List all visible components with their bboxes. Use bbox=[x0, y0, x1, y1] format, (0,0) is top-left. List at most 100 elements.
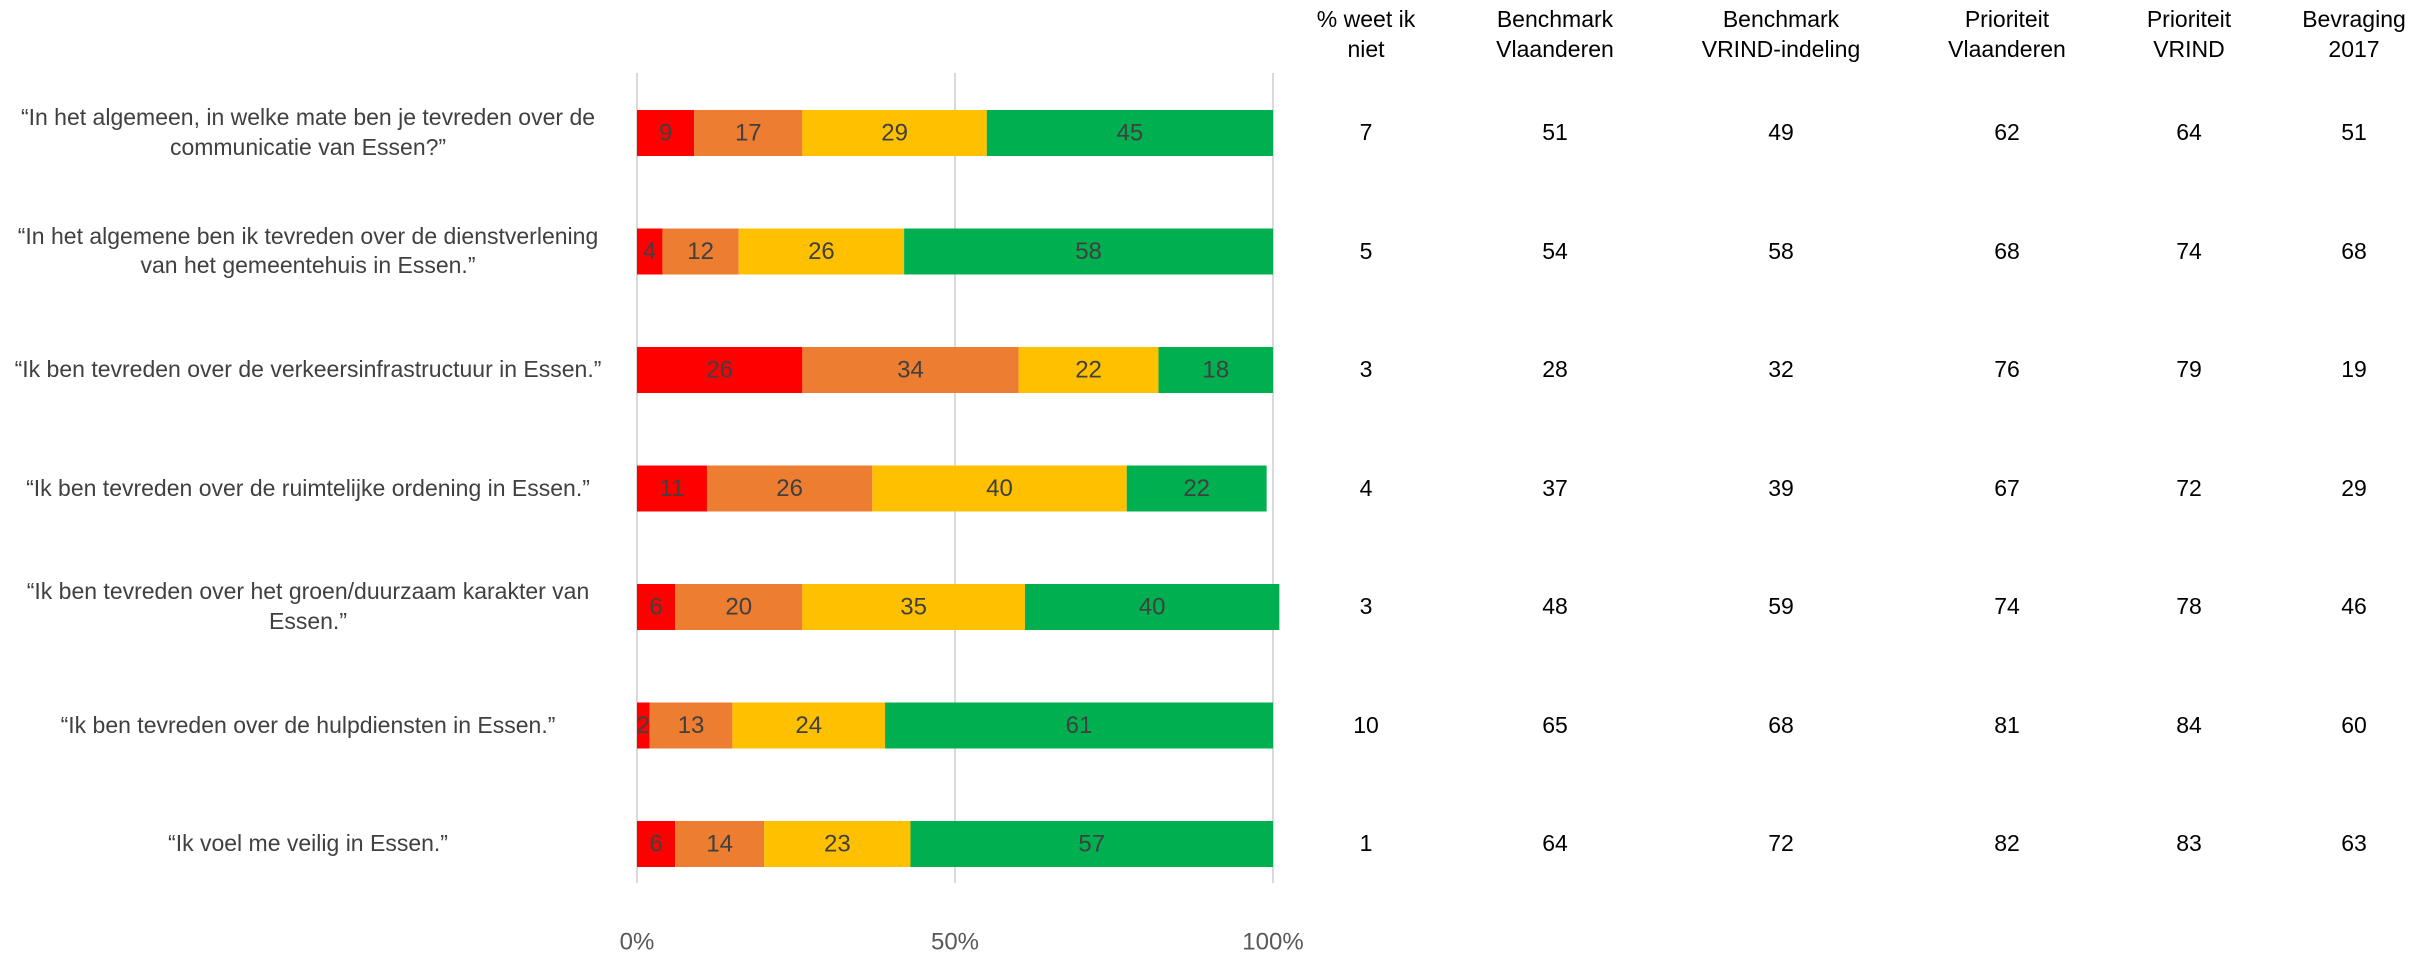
bar-segment bbox=[675, 584, 803, 630]
bar-segment bbox=[637, 465, 707, 512]
data-label: 18 bbox=[1202, 356, 1229, 383]
data-label: 26 bbox=[776, 475, 803, 502]
column-header: Bevraging 2017 bbox=[2302, 6, 2406, 62]
data-label: 9 bbox=[659, 119, 672, 146]
table-cell: 76 bbox=[1994, 356, 2020, 383]
x-tick-label: 50% bbox=[931, 928, 979, 955]
bar-segment bbox=[986, 110, 1273, 156]
table-cell: 32 bbox=[1768, 356, 1794, 383]
column-header: % weet ik niet bbox=[1316, 6, 1416, 62]
table-cell: 64 bbox=[1542, 830, 1568, 857]
bar-segment bbox=[802, 347, 1019, 393]
table-cell: 46 bbox=[2341, 593, 2367, 620]
bar-segment bbox=[910, 821, 1273, 867]
table-cell: 59 bbox=[1768, 593, 1794, 620]
category-label: “In het algemeen, in welke mate ben je t… bbox=[20, 104, 596, 160]
bar-segment bbox=[764, 821, 911, 867]
bar-segment bbox=[637, 347, 803, 393]
table-cell: 60 bbox=[2341, 711, 2367, 738]
bar-segment bbox=[802, 584, 1025, 630]
table-cell: 65 bbox=[1542, 711, 1568, 738]
category-label: “Ik voel me veilig in Essen.” bbox=[168, 830, 448, 857]
data-label: 13 bbox=[678, 712, 705, 739]
data-label: 6 bbox=[649, 593, 662, 620]
table-cell: 68 bbox=[2341, 237, 2367, 264]
bar-segment bbox=[885, 702, 1273, 749]
table-cell: 10 bbox=[1353, 711, 1379, 738]
data-label: 22 bbox=[1183, 475, 1210, 502]
bar-segment bbox=[662, 228, 739, 275]
table-cell: 7 bbox=[1359, 119, 1373, 146]
table-cell: 78 bbox=[2176, 593, 2202, 620]
data-label: 34 bbox=[897, 356, 924, 383]
table-cell: 64 bbox=[2176, 119, 2202, 146]
bar-segment bbox=[649, 702, 733, 749]
table-cell: 84 bbox=[2176, 711, 2202, 738]
bar-segment bbox=[802, 110, 987, 156]
bar-segment bbox=[706, 465, 873, 512]
data-label: 58 bbox=[1075, 238, 1102, 265]
column-header: Prioriteit VRIND bbox=[2146, 6, 2232, 62]
table-cell: 68 bbox=[1768, 711, 1794, 738]
table-cell: 29 bbox=[2341, 474, 2367, 501]
column-header: Benchmark Vlaanderen bbox=[1496, 6, 1614, 62]
table-cell: 74 bbox=[1994, 593, 2020, 620]
table-cell: 3 bbox=[1359, 356, 1373, 383]
data-label: 26 bbox=[808, 238, 835, 265]
data-label: 40 bbox=[1139, 593, 1166, 620]
table-cell: 19 bbox=[2341, 356, 2367, 383]
category-label: “Ik ben tevreden over de verkeersinfrast… bbox=[14, 356, 602, 383]
data-label: 12 bbox=[687, 238, 714, 265]
x-tick-label: 100% bbox=[1242, 928, 1303, 955]
table-cell: 83 bbox=[2176, 830, 2202, 857]
table-cell: 54 bbox=[1542, 237, 1568, 264]
data-label: 20 bbox=[725, 593, 752, 620]
data-label: 17 bbox=[735, 119, 762, 146]
data-label: 14 bbox=[706, 830, 733, 857]
category-label: “Ik ben tevreden over de ruimtelijke ord… bbox=[26, 474, 590, 501]
bar-segment bbox=[637, 702, 650, 749]
table-cell: 37 bbox=[1542, 474, 1568, 501]
table-cell: 49 bbox=[1768, 119, 1794, 146]
table-cell: 1 bbox=[1359, 830, 1373, 857]
data-label: 26 bbox=[706, 356, 733, 383]
table-cell: 63 bbox=[2341, 830, 2367, 857]
table-cell: 48 bbox=[1542, 593, 1568, 620]
bar-segment bbox=[732, 702, 886, 749]
bar-segment bbox=[872, 465, 1127, 512]
data-label: 40 bbox=[986, 475, 1013, 502]
table-cell: 82 bbox=[1994, 830, 2020, 857]
table-cell: 51 bbox=[2341, 119, 2367, 146]
bar-segment bbox=[1018, 347, 1159, 393]
data-label: 23 bbox=[824, 830, 851, 857]
table-cell: 72 bbox=[2176, 474, 2202, 501]
data-label: 6 bbox=[649, 830, 662, 857]
bar-segment bbox=[637, 584, 676, 630]
bar-segment bbox=[1158, 347, 1273, 393]
table-cell: 68 bbox=[1994, 237, 2020, 264]
data-label: 29 bbox=[881, 119, 908, 146]
column-header: Benchmark VRIND-indeling bbox=[1701, 6, 1861, 62]
bar-segment bbox=[1024, 584, 1280, 630]
data-label: 11 bbox=[660, 475, 685, 502]
bar-segment bbox=[637, 110, 695, 156]
table-cell: 81 bbox=[1994, 711, 2020, 738]
table-cell: 3 bbox=[1359, 593, 1373, 620]
data-label: 2 bbox=[637, 712, 650, 739]
table-cell: 67 bbox=[1994, 474, 2020, 501]
table-cell: 74 bbox=[2176, 237, 2202, 264]
column-header: Prioriteit Vlaanderen bbox=[1948, 6, 2066, 62]
table-cell: 39 bbox=[1768, 474, 1794, 501]
data-label: 22 bbox=[1075, 356, 1102, 383]
bar-segment bbox=[637, 228, 663, 275]
x-tick-label: 0% bbox=[620, 928, 655, 955]
category-label: “Ik ben tevreden over het groen/duurzaam… bbox=[26, 578, 590, 634]
category-label: “In het algemene ben ik tevreden over de… bbox=[17, 222, 599, 279]
bar-segment bbox=[1126, 465, 1267, 512]
table-cell: 5 bbox=[1359, 237, 1373, 264]
data-label: 45 bbox=[1117, 119, 1144, 146]
table-cell: 51 bbox=[1542, 119, 1568, 146]
table-cell: 79 bbox=[2176, 356, 2202, 383]
table-cell: 28 bbox=[1542, 356, 1568, 383]
